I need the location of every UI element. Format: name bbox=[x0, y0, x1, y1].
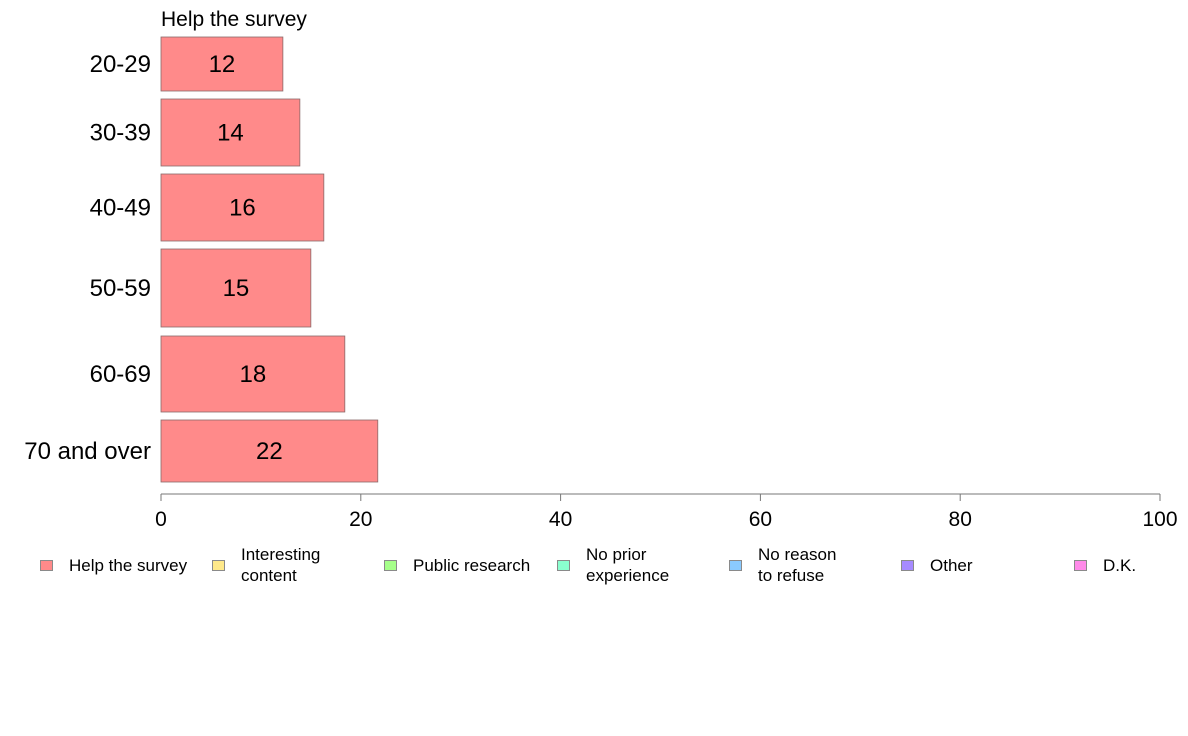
x-tick-label: 80 bbox=[949, 508, 972, 531]
x-tick-label: 60 bbox=[749, 508, 772, 531]
legend-label: No prior experience bbox=[586, 545, 670, 585]
bars-group: 12 14 16 15 18 22 bbox=[160, 36, 379, 483]
legend-item-help-the-survey: Help the survey bbox=[40, 540, 187, 590]
category-label: 50-59 bbox=[90, 275, 151, 302]
legend-label: No reason to refuse bbox=[758, 545, 837, 585]
legend-label: Help the survey bbox=[69, 555, 188, 575]
category-label: 60-69 bbox=[90, 361, 151, 388]
legend-label: D.K. bbox=[1103, 555, 1137, 575]
bar bbox=[160, 36, 284, 92]
legend-swatch bbox=[729, 559, 742, 571]
bar-value-label: 18 bbox=[240, 361, 267, 388]
legend-item-no-reason-to-refuse: No reason to refuse bbox=[729, 540, 836, 590]
legend-label: Other bbox=[930, 555, 973, 575]
category-label: 20-29 bbox=[90, 51, 151, 78]
category-label: 70 and over bbox=[24, 438, 151, 465]
legend-item-dk: D.K. bbox=[1074, 540, 1136, 590]
x-tick-label: 40 bbox=[549, 508, 572, 531]
bar-value-label: 22 bbox=[256, 438, 283, 465]
x-axis: 0 20 40 60 80 100 bbox=[155, 493, 1178, 531]
legend-item-interesting-content: Interesting content bbox=[212, 540, 320, 590]
bar bbox=[160, 248, 312, 328]
legend-item-no-prior-experience: No prior experience bbox=[557, 540, 669, 590]
bar bbox=[160, 419, 379, 483]
x-tick-label: 20 bbox=[349, 508, 372, 531]
bar bbox=[160, 335, 346, 413]
legend-swatch bbox=[1074, 559, 1087, 571]
legend-swatch bbox=[212, 559, 225, 571]
legend-swatch bbox=[557, 559, 570, 571]
legend-swatch bbox=[384, 559, 397, 571]
bar bbox=[160, 98, 301, 167]
legend: Help the survey Interesting content Publ… bbox=[0, 540, 1188, 590]
legend-swatch bbox=[901, 559, 914, 571]
bar-value-label: 14 bbox=[217, 120, 244, 147]
legend-item-public-research: Public research bbox=[384, 540, 530, 590]
bar-value-label: 16 bbox=[229, 195, 256, 222]
category-labels: 20-29 30-39 40-49 50-59 60-69 70 and over bbox=[24, 51, 151, 465]
x-tick-label: 100 bbox=[1142, 508, 1177, 531]
category-label: 30-39 bbox=[90, 120, 151, 147]
bar-value-label: 15 bbox=[223, 275, 250, 302]
bar-value-label: 12 bbox=[209, 51, 236, 78]
bar bbox=[160, 173, 325, 242]
legend-label: Interesting content bbox=[241, 545, 321, 585]
legend-label: Public research bbox=[413, 555, 531, 575]
legend-swatch bbox=[40, 559, 53, 571]
legend-item-other: Other bbox=[901, 540, 973, 590]
category-label: 40-49 bbox=[90, 195, 151, 222]
chart-title: Help the survey bbox=[161, 8, 307, 31]
x-tick-label: 0 bbox=[155, 508, 167, 531]
